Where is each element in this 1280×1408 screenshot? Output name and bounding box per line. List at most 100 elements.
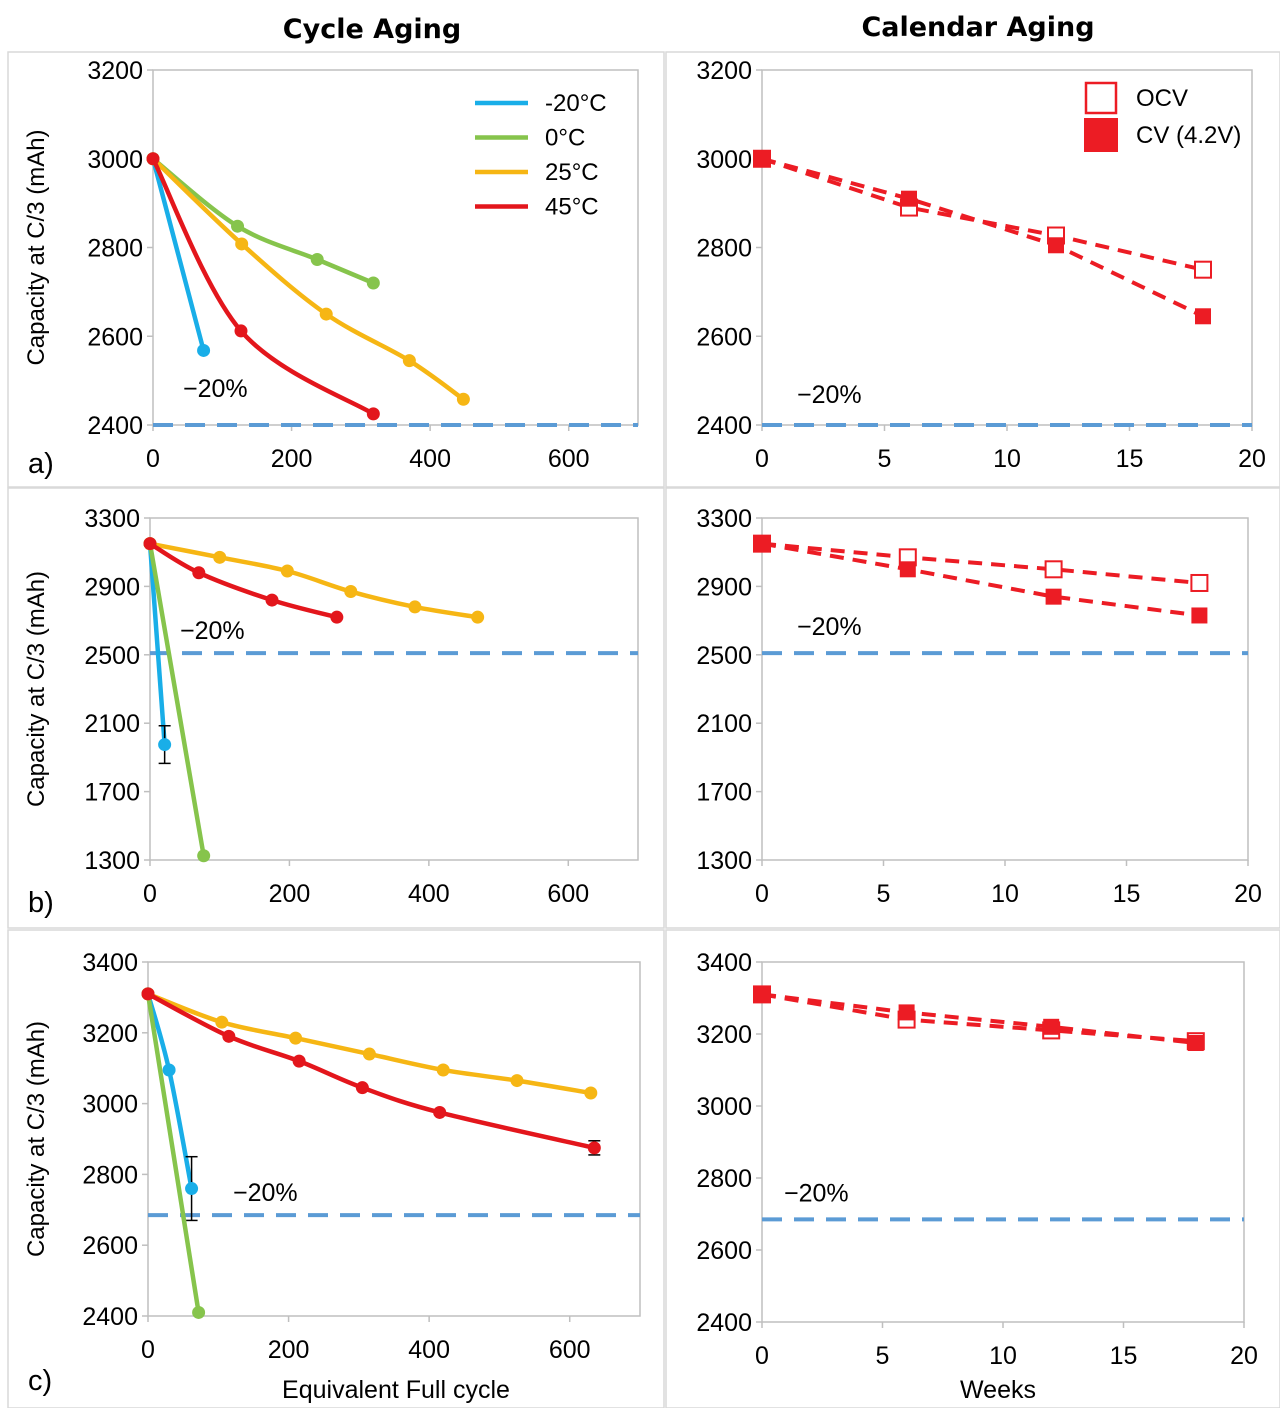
series-line — [761, 541, 1200, 618]
x-tick-label: 400 — [408, 1336, 450, 1364]
y-tick-label: 2400 — [87, 412, 143, 440]
data-point — [355, 1081, 369, 1095]
y-tick-label: 3000 — [87, 146, 143, 174]
legend-label: -20°C — [545, 90, 607, 117]
data-point — [235, 237, 249, 251]
x-tick-label: 15 — [1116, 445, 1144, 473]
data-point — [234, 324, 248, 338]
y-tick-label: 2400 — [696, 412, 752, 440]
data-point — [471, 610, 485, 624]
data-point — [1043, 1018, 1060, 1035]
data-point — [292, 1054, 306, 1068]
x-tick-label: 20 — [1238, 445, 1266, 473]
series-line — [761, 992, 1197, 1045]
data-point — [754, 535, 770, 552]
data-point — [1048, 237, 1064, 254]
y-tick-label: 2800 — [696, 1165, 752, 1193]
threshold-label: −20% — [797, 381, 862, 409]
x-tick-label: 10 — [991, 880, 1019, 908]
panel-frame — [7, 929, 665, 1408]
plot-area — [149, 517, 639, 861]
series-line — [145, 991, 594, 1096]
panel-letter: c) — [28, 1365, 52, 1397]
data-point — [754, 150, 770, 167]
threshold-label: −20% — [797, 613, 862, 641]
data-point — [330, 610, 344, 624]
y-tick-label: 2600 — [696, 1237, 752, 1265]
y-tick-label: 1700 — [84, 779, 140, 807]
series-line — [761, 156, 1204, 319]
x-tick-label: 200 — [268, 1336, 310, 1364]
y-tick-label: 2600 — [82, 1232, 138, 1260]
y-tick-label: 2100 — [84, 710, 140, 738]
x-tick-label: 10 — [989, 1342, 1017, 1370]
y-tick-label: 2800 — [696, 235, 752, 263]
y-tick-label: 2900 — [84, 573, 140, 601]
x-tick-label: 0 — [755, 445, 769, 473]
data-point — [265, 593, 279, 607]
chart-panel: 2400 2600 2800 3000 3200 3400 0 5 10 15 20 Weeks −20… — [696, 949, 1258, 1404]
y-tick-label: 1300 — [696, 847, 752, 875]
data-point — [197, 849, 211, 863]
data-point — [143, 537, 157, 551]
panel-letter: a) — [28, 448, 54, 480]
legend-label: OCV — [1136, 85, 1188, 112]
series-line — [150, 156, 206, 353]
data-point — [213, 550, 227, 564]
data-point — [754, 986, 770, 1003]
x-tick-label: 5 — [877, 880, 891, 908]
data-point — [402, 354, 416, 368]
plot-area — [761, 961, 1245, 1323]
y-tick-label: 3200 — [82, 1020, 138, 1048]
y-tick-label: 3200 — [696, 1021, 752, 1049]
y-tick-label: 2500 — [696, 642, 752, 670]
series-line — [147, 541, 206, 858]
threshold-label: −20% — [180, 617, 245, 645]
y-tick-label: 3000 — [696, 1093, 752, 1121]
y-tick-label: 3200 — [696, 57, 752, 85]
panel-frame — [7, 51, 665, 488]
series-line — [145, 991, 597, 1151]
y-tick-label: 3300 — [84, 505, 140, 533]
data-point — [456, 392, 470, 406]
y-tick-label: 2500 — [84, 642, 140, 670]
y-axis-label: Capacity at C/3 (mAh) — [23, 1021, 50, 1257]
panel-frame — [665, 51, 1280, 488]
x-tick-label: 20 — [1234, 880, 1262, 908]
y-tick-label: 2800 — [87, 235, 143, 263]
x-tick-label: 0 — [146, 445, 160, 473]
x-tick-label: 0 — [143, 880, 157, 908]
y-tick-label: 3000 — [82, 1091, 138, 1119]
series-line — [761, 156, 1204, 272]
series-line — [150, 156, 376, 286]
data-point — [901, 190, 917, 207]
data-point — [1187, 1035, 1204, 1051]
data-point — [362, 1047, 376, 1061]
x-tick-label: 10 — [993, 445, 1021, 473]
x-tick-label: 600 — [547, 880, 589, 908]
series-line — [761, 992, 1196, 1044]
x-tick-label: 15 — [1113, 880, 1141, 908]
data-point — [231, 219, 245, 233]
chart-panel: 2400 2600 2800 3000 3200 3400 0 200 400 600 Capaci… — [23, 949, 641, 1404]
x-tick-label: 20 — [1230, 1342, 1258, 1370]
series-line — [147, 541, 480, 620]
y-axis-label: Capacity at C/3 (mAh) — [23, 129, 50, 365]
y-tick-label: 2400 — [82, 1303, 138, 1331]
data-point — [1191, 607, 1208, 624]
x-tick-label: 600 — [548, 445, 590, 473]
data-point — [222, 1029, 236, 1043]
panel-frame — [665, 487, 1280, 929]
data-point — [1194, 260, 1212, 279]
data-point — [898, 1004, 915, 1021]
data-point — [587, 1141, 601, 1155]
series-line — [145, 991, 201, 1315]
threshold-label: −20% — [784, 1179, 849, 1207]
x-tick-label: 400 — [409, 445, 451, 473]
x-tick-label: 400 — [408, 880, 450, 908]
data-point — [584, 1086, 598, 1100]
legend-label: CV (4.2V) — [1136, 122, 1241, 149]
data-point — [366, 276, 380, 290]
legend-label: 45°C — [545, 194, 599, 221]
